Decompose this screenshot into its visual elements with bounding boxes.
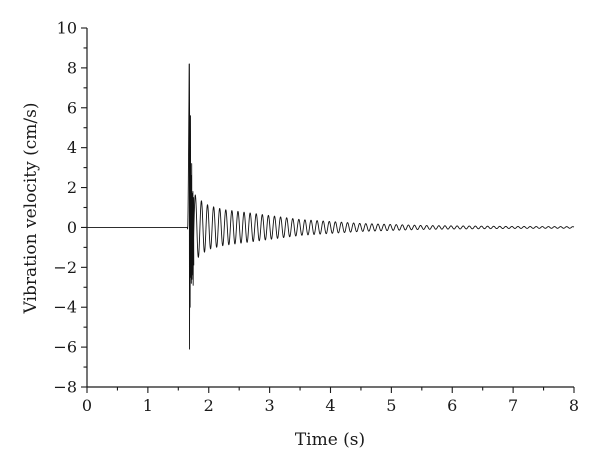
y-tick-label: −6 [53,338,77,357]
series-peak-burst-0 [188,63,195,350]
x-tick-label: 7 [508,396,518,415]
x-tick-label: 6 [447,396,457,415]
x-tick-label: 3 [265,396,275,415]
y-tick-label: 2 [67,178,77,197]
y-tick-label: −4 [53,298,77,317]
x-axis-ticks: 0 1 2 3 4 5 6 7 8 [82,387,579,415]
x-tick-label: 5 [386,396,396,415]
x-tick-label: 1 [143,396,153,415]
y-axis-label: Vibration velocity (cm/s) [21,103,41,315]
x-tick-label: 4 [325,396,335,415]
y-tick-label: −8 [53,378,77,397]
x-tick-label: 0 [82,396,92,415]
y-tick-label: 10 [57,19,77,38]
axes [86,28,574,388]
signal-layer [86,63,575,350]
y-tick-label: 8 [67,58,77,77]
x-tick-label: 8 [569,396,579,415]
x-axis-label: Time (s) [295,430,365,450]
y-tick-label: 4 [67,138,77,157]
series-line-0 [86,63,575,276]
y-axis-ticks: −8 −6 −4 −2 0 2 4 6 8 10 [53,19,87,397]
x-tick-label: 2 [204,396,214,415]
y-tick-label: 6 [67,98,77,117]
y-tick-label: 0 [67,218,77,237]
y-tick-label: −2 [53,258,77,277]
